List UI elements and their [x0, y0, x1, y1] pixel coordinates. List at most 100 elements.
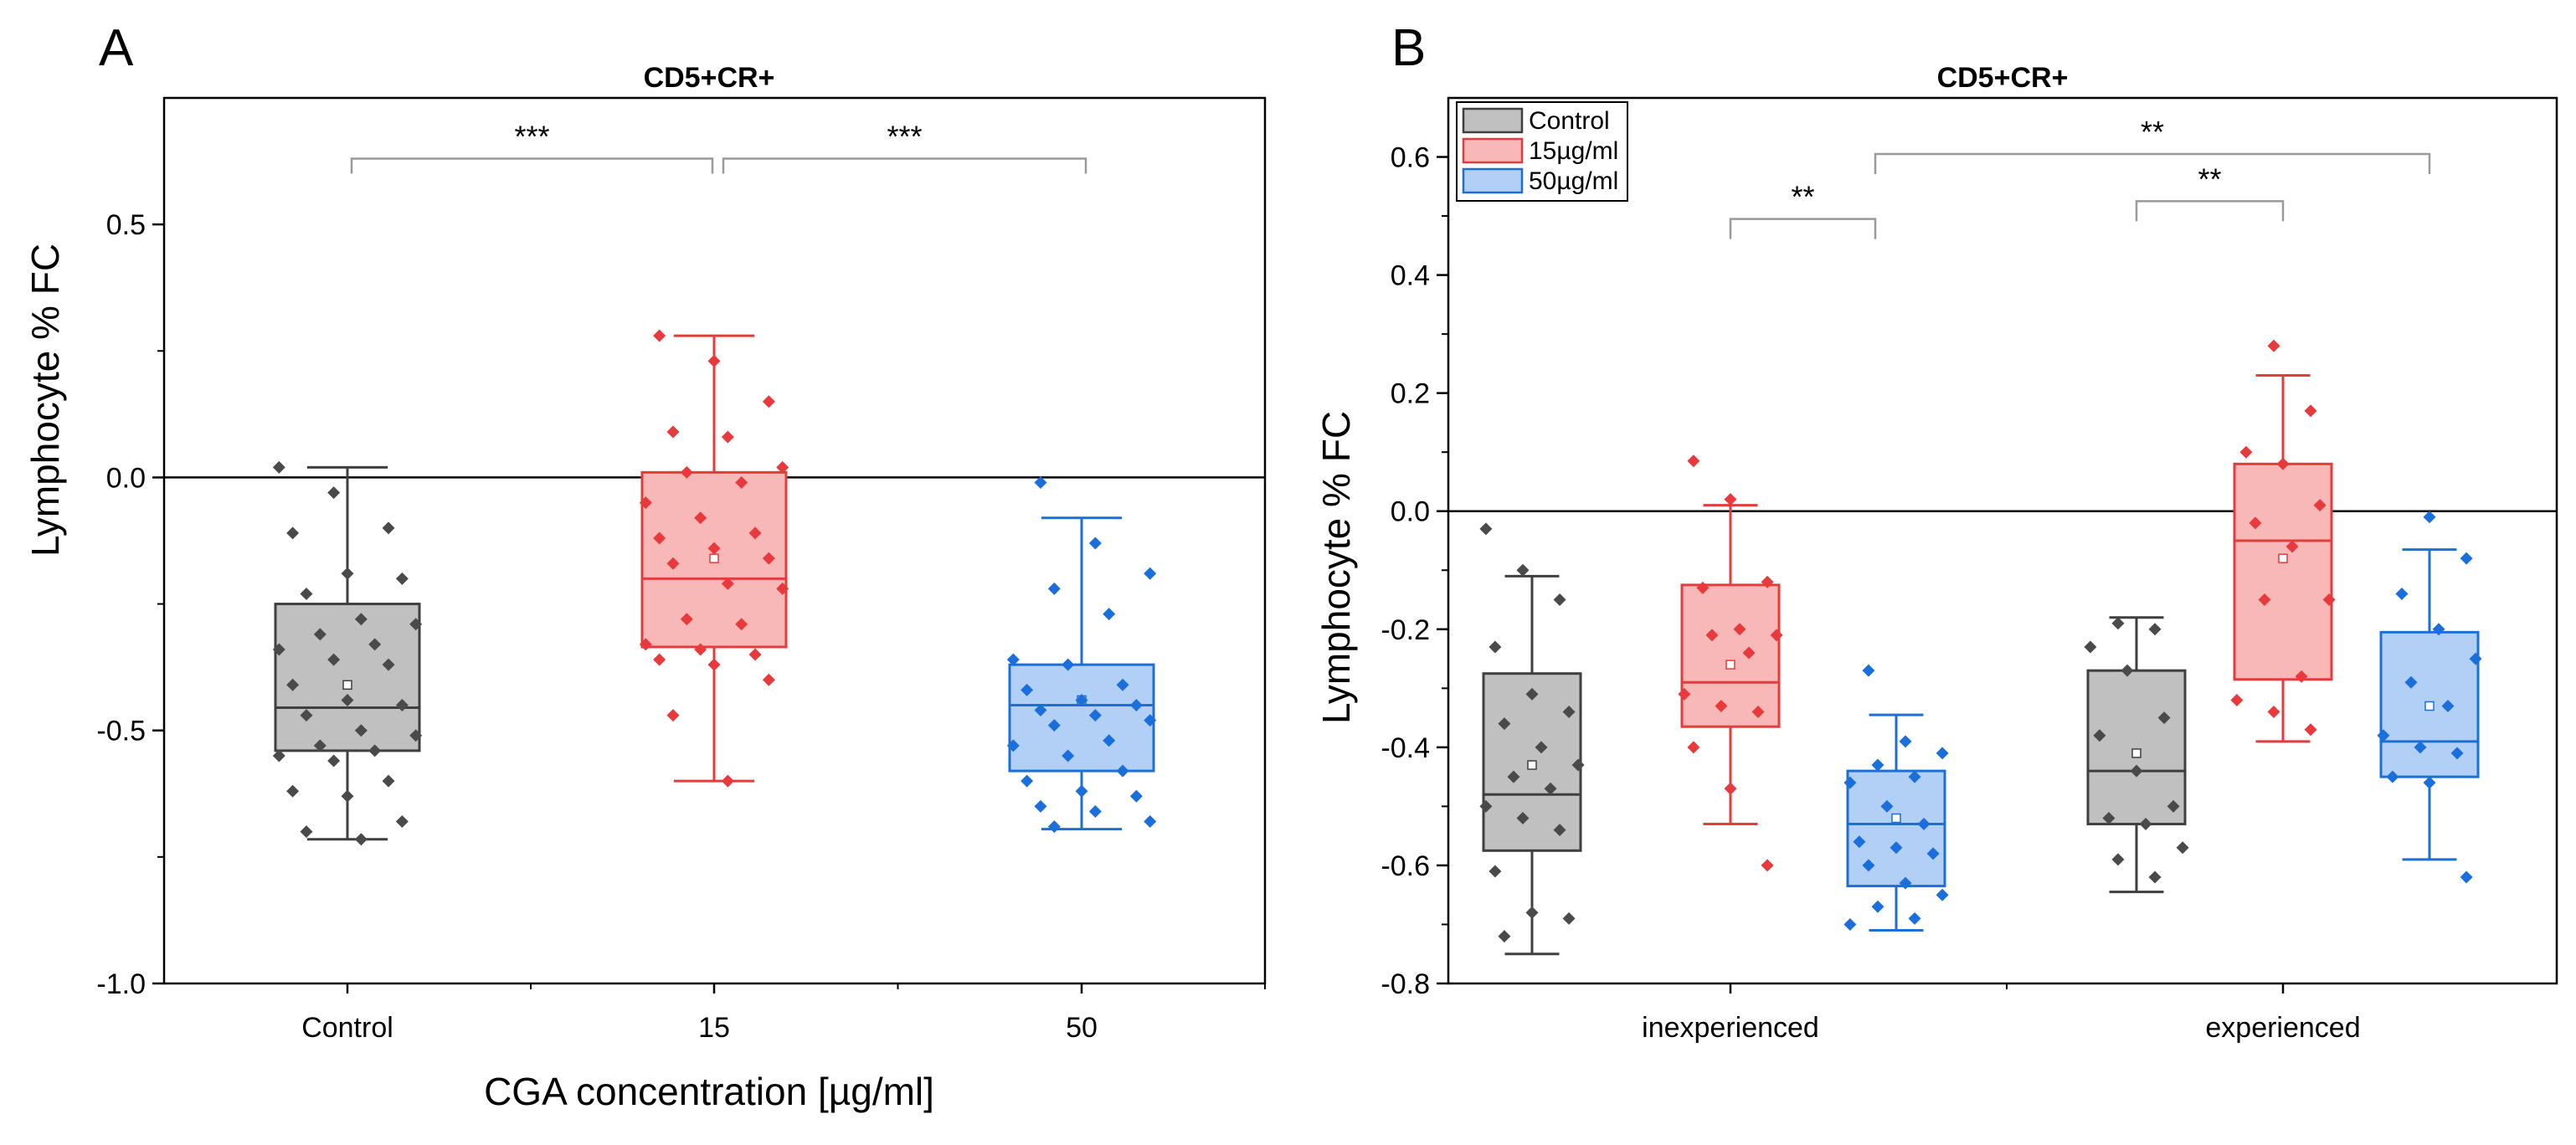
panel-b-box-1-point: [1724, 493, 1737, 506]
panel-b-box-3-point: [2148, 623, 2162, 636]
panel-b-box-5-point: [2404, 675, 2418, 689]
panel-b-box-0-point: [1498, 930, 1511, 943]
panel-a-sig-1-bracket: [350, 157, 714, 174]
panel-a-box-50-point: [1103, 734, 1116, 747]
panel-a-box-control-point: [300, 825, 313, 839]
panel-a-box-control-point: [327, 754, 341, 768]
panel-a-box-50-point: [1075, 693, 1088, 706]
panel-b-box-5-point: [2423, 511, 2436, 524]
panel-b-box-2-mean: [1891, 813, 1901, 824]
panel-b-box-2-point: [1908, 770, 1921, 783]
panel-b-box-1-point: [1761, 575, 1774, 588]
panel-b-box-5-point: [2460, 552, 2473, 565]
panel-b-box-5-point: [2469, 652, 2482, 665]
panel-a-box-15-point: [653, 531, 666, 545]
panel-b-box-4-point: [2276, 457, 2290, 470]
panel-a-x-tick-label: 15: [698, 1012, 730, 1044]
panel-b-box-2-point: [1936, 888, 1949, 901]
panel-a-box-control-point: [368, 744, 382, 757]
panel-a-plot: -1.0 -0.5 0.0 0.5 Control 15 50 *** ***: [96, 96, 1267, 1044]
panel-a-box-15-point: [776, 460, 789, 474]
panel-a-box-15-point: [721, 774, 734, 788]
panel-a-y-tick-label: -1.0: [96, 968, 146, 1000]
panel-a-y-label: Lymphocyte % FC: [23, 244, 67, 557]
panel-b-box-3-point: [2148, 870, 2162, 884]
panel-a-box-15-point: [653, 329, 666, 342]
panel-a-box-control-point: [382, 521, 395, 535]
panel-a-box-control-point: [368, 638, 382, 651]
panel-b-box-2-point: [1890, 841, 1903, 855]
panel-a-box-50-point: [1129, 789, 1143, 803]
panel-b-sig-2-label: **: [2198, 162, 2221, 196]
panel-a-box-50-point: [1129, 698, 1143, 711]
panel-b-box-2-point: [1843, 917, 1857, 931]
panel-b-box-1-point: [1715, 699, 1728, 712]
panel-b-box-3-point: [2111, 853, 2125, 866]
panel-a-box-control-point: [341, 693, 354, 706]
panel-a-box-control-point: [300, 587, 313, 600]
panel-b-box-0-point: [1535, 741, 1548, 754]
panel-b-box-0-point: [1479, 522, 1493, 536]
panel-b-box-0-point: [1525, 687, 1539, 701]
panel-b-box-0-point: [1516, 812, 1530, 825]
panel-b-box-1-point: [1742, 646, 1756, 660]
panel-a-y-tick-label: 0.0: [106, 462, 146, 494]
panel-a-box-50-point: [1144, 815, 1157, 829]
panel-a-box-control-point: [354, 724, 368, 737]
panel-b-box-2-point: [1871, 900, 1884, 913]
panel-b-box-3-point: [2139, 818, 2152, 831]
panel-a-box-control-mean: [342, 680, 352, 691]
panel-a-box-control-point: [272, 749, 285, 762]
panel-b-x-tick-label: experienced: [2205, 1012, 2360, 1044]
panel-b-box-5-point: [2386, 770, 2399, 783]
panel-a-box-15-point: [653, 653, 666, 666]
panel-b-box-1-point: [1751, 706, 1765, 719]
panel-a-box-control-point: [395, 698, 409, 711]
panel-b-plot: -0.8 -0.6 -0.4 -0.2 0.0 0.2 0.4 0.6 inexperience…: [1381, 96, 2558, 1044]
panel-b-sig-3-label: **: [2141, 115, 2164, 149]
panel-b-box-0-point: [1562, 706, 1576, 719]
panel-b-legend-swatch: [1462, 167, 1524, 194]
panel-a-box-50-point: [1034, 799, 1047, 813]
panel-b-box-4-point: [2249, 516, 2262, 530]
panel-b-box-5-point: [2414, 741, 2427, 754]
panel-a-box-50-point: [1144, 714, 1157, 727]
panel-b-legend-swatch: [1462, 107, 1524, 134]
panel-a-box-control-point: [382, 658, 395, 671]
panel-a-box-control-point: [272, 643, 285, 656]
panel-a-box-control-point: [395, 572, 409, 585]
panel-a-box-15-point: [666, 709, 680, 722]
panel-a-box-control-point: [272, 460, 285, 474]
panel-a-box-50-point: [1103, 608, 1116, 621]
panel-b-box-3-point: [2102, 812, 2116, 825]
panel-b-box-4-point: [2322, 593, 2336, 607]
panel-b-box-3-point: [2111, 617, 2125, 630]
panel-b-box-4-point: [2304, 404, 2317, 418]
panel-a-x-tick-label: 50: [1066, 1012, 1098, 1044]
panel-b-sig-3-bracket: [1874, 152, 2431, 175]
panel-b-box-3-point: [2130, 764, 2143, 778]
panel-a-box-15-point: [721, 430, 734, 444]
panel-a-box-control-point: [313, 628, 326, 641]
panel-a-box-15-point: [735, 475, 748, 489]
panel-b-box-0-point: [1544, 782, 1557, 795]
panel-a-sig-2-bracket: [722, 157, 1087, 174]
panel-b-box-1-point: [1770, 629, 1783, 642]
panel-b-box-0-point: [1489, 640, 1502, 654]
panel-a-box-control-box: [274, 603, 421, 752]
panel-a-box-15-point: [666, 425, 680, 439]
panel-a-box-50-point: [1088, 804, 1102, 818]
panel-b-box-5-point: [2441, 699, 2455, 712]
panel-b-y-tick-label: -0.2: [1381, 614, 1430, 646]
panel-b-box-4-point: [2230, 693, 2244, 706]
panel-a-box-50-point: [1062, 658, 1075, 671]
panel-b-y-tick-label: -0.8: [1381, 968, 1430, 1000]
panel-a-box-control-point: [409, 729, 423, 742]
panel-a-box-control-point: [286, 526, 300, 540]
panel-a-box-control-point: [286, 784, 300, 798]
panel-b-letter: B: [1391, 19, 1426, 77]
panel-b-y-tick-label: 0.2: [1391, 378, 1430, 410]
panel-b-box-3-point: [2157, 711, 2171, 725]
